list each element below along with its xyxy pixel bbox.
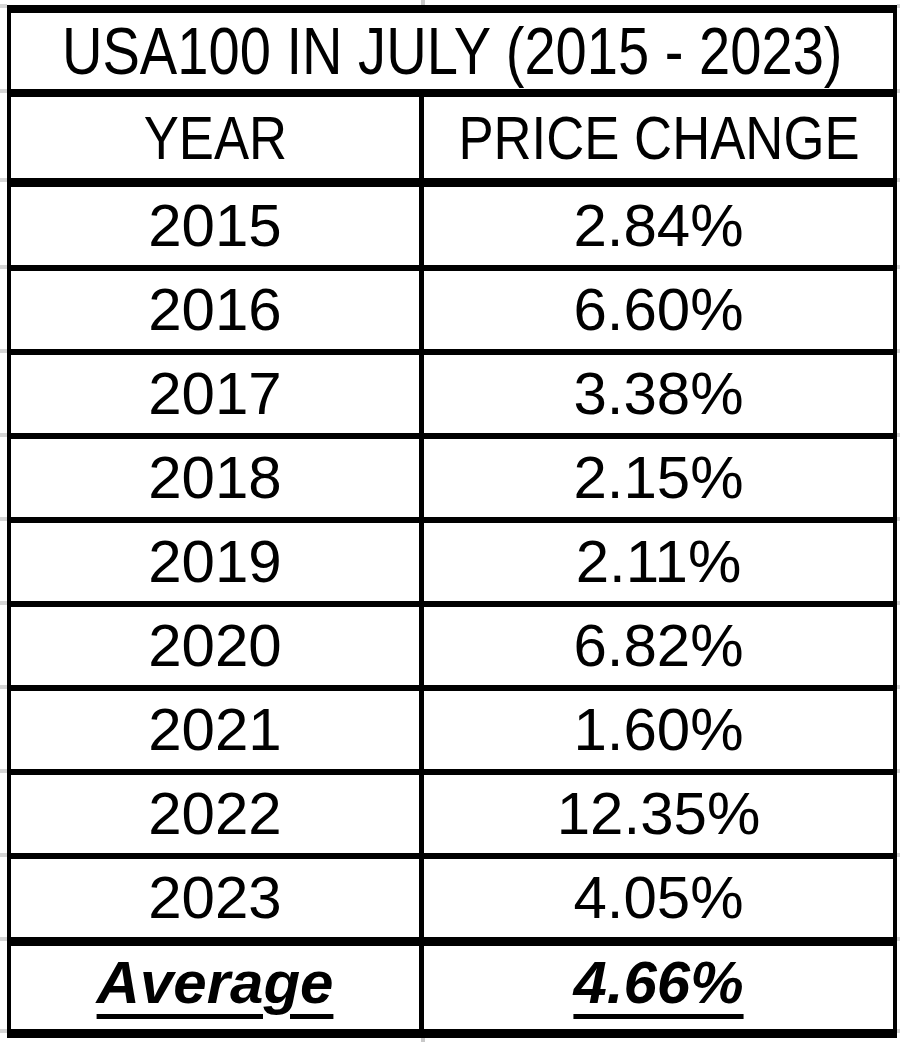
average-value-cell: 4.66% (419, 946, 893, 1029)
year-value: 2021 (148, 700, 281, 760)
price-change-value: 4.05% (573, 868, 743, 928)
gridline-stub (0, 685, 7, 689)
price-change-value: 2.84% (573, 196, 743, 256)
gridline-stub (0, 4, 7, 8)
year-cell: 2023 (11, 859, 419, 937)
year-value: 2016 (148, 280, 281, 340)
year-value: 2020 (148, 616, 281, 676)
year-cell: 2015 (11, 187, 419, 265)
table-title: USA100 IN JULY (2015 - 2023) (62, 18, 843, 84)
price-change-cell: 6.60% (419, 271, 893, 349)
gridline-stub (0, 178, 7, 182)
gridline-stub (0, 1029, 7, 1033)
header-label-price-change: PRICE CHANGE (458, 107, 859, 169)
header-label-year: YEAR (143, 107, 287, 169)
table-title-row: USA100 IN JULY (2015 - 2023) (11, 13, 893, 89)
average-value: 4.66% (573, 953, 743, 1023)
price-change-cell: 1.60% (419, 691, 893, 769)
table-row: 2015 2.84% (11, 178, 893, 265)
gridline-stub (0, 349, 7, 353)
gridline-stub (0, 265, 7, 269)
table-title-cell: USA100 IN JULY (2015 - 2023) (11, 13, 893, 89)
table-row: 2022 12.35% (11, 769, 893, 853)
gridline-stub (0, 89, 7, 93)
price-change-cell: 2.84% (419, 187, 893, 265)
gridline-stub (0, 937, 7, 941)
price-change-cell: 3.38% (419, 355, 893, 433)
price-change-value: 12.35% (557, 784, 761, 844)
table-row: 2019 2.11% (11, 517, 893, 601)
average-label-cell: Average (11, 946, 419, 1029)
year-cell: 2019 (11, 523, 419, 601)
table-row: 2016 6.60% (11, 265, 893, 349)
header-cell-year: YEAR (11, 97, 419, 178)
table-header-row: YEAR PRICE CHANGE (11, 89, 893, 178)
average-label: Average (97, 953, 334, 1023)
header-cell-price-change: PRICE CHANGE (419, 97, 893, 178)
table-row: 2021 1.60% (11, 685, 893, 769)
gridline-stub (0, 769, 7, 773)
price-change-value: 1.60% (573, 700, 743, 760)
price-change-value: 6.60% (573, 280, 743, 340)
price-change-cell: 6.82% (419, 607, 893, 685)
year-cell: 2021 (11, 691, 419, 769)
price-change-cell: 4.05% (419, 859, 893, 937)
usa100-july-table: USA100 IN JULY (2015 - 2023) YEAR PRICE … (7, 5, 897, 1038)
year-cell: 2022 (11, 775, 419, 853)
spreadsheet-screenshot: USA100 IN JULY (2015 - 2023) YEAR PRICE … (0, 0, 900, 1042)
year-value: 2023 (148, 868, 281, 928)
price-change-value: 2.15% (573, 448, 743, 508)
gridline-stub (0, 517, 7, 521)
price-change-cell: 12.35% (419, 775, 893, 853)
year-value: 2019 (148, 532, 281, 592)
year-cell: 2017 (11, 355, 419, 433)
year-cell: 2018 (11, 439, 419, 517)
price-change-cell: 2.11% (419, 523, 893, 601)
year-cell: 2020 (11, 607, 419, 685)
gridline-column-stub-top (421, 0, 425, 5)
price-change-value: 2.11% (576, 532, 742, 592)
gridline-stub (0, 433, 7, 437)
year-value: 2015 (148, 196, 281, 256)
price-change-cell: 2.15% (419, 439, 893, 517)
gridline-column-stub-bottom (421, 1038, 425, 1042)
table-average-row: Average 4.66% (11, 937, 893, 1029)
year-value: 2022 (148, 784, 281, 844)
year-cell: 2016 (11, 271, 419, 349)
adjacent-row-sliver-bottom (0, 1038, 900, 1042)
table-row: 2017 3.38% (11, 349, 893, 433)
price-change-value: 3.38% (573, 364, 743, 424)
table-row: 2023 4.05% (11, 853, 893, 937)
year-value: 2018 (148, 448, 281, 508)
gridline-stub (0, 853, 7, 857)
price-change-value: 6.82% (573, 616, 743, 676)
table-row: 2018 2.15% (11, 433, 893, 517)
adjacent-row-sliver-top (0, 0, 900, 5)
year-value: 2017 (148, 364, 281, 424)
table-row: 2020 6.82% (11, 601, 893, 685)
gridline-stub (0, 601, 7, 605)
